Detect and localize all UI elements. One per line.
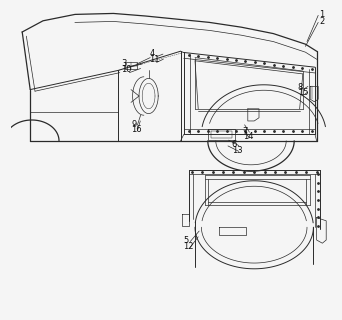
Text: 11: 11 xyxy=(149,55,160,64)
Text: 13: 13 xyxy=(232,146,242,155)
Text: 1: 1 xyxy=(319,10,325,19)
Text: 3: 3 xyxy=(121,60,127,68)
Text: 8: 8 xyxy=(298,83,303,92)
Text: 14: 14 xyxy=(243,132,253,141)
Text: 12: 12 xyxy=(183,242,194,251)
Text: 5: 5 xyxy=(183,236,188,245)
Text: 10: 10 xyxy=(121,65,132,74)
Text: 15: 15 xyxy=(298,88,308,97)
Text: 4: 4 xyxy=(149,49,155,58)
Text: 2: 2 xyxy=(319,17,325,26)
Text: 16: 16 xyxy=(131,125,142,134)
Text: 6: 6 xyxy=(232,140,237,149)
Text: 9: 9 xyxy=(131,120,136,129)
Text: 7: 7 xyxy=(243,127,248,136)
